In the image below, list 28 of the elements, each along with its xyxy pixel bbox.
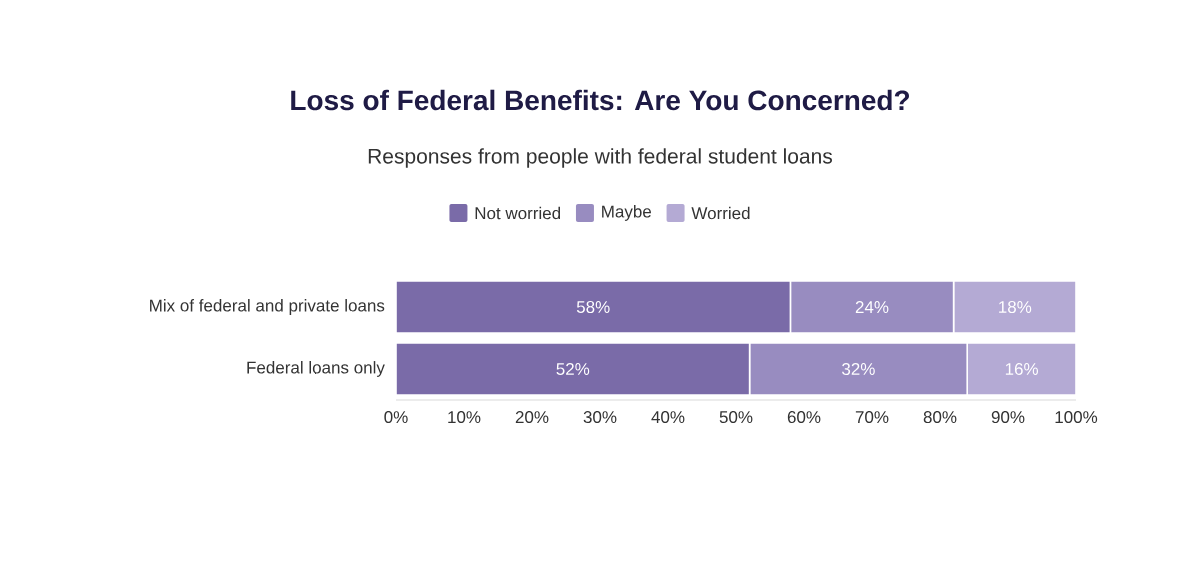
y-tick-label: Federal loans only <box>247 361 385 377</box>
x-tick-label: 30% <box>583 411 617 424</box>
data-label: 18% <box>999 301 1032 314</box>
data-label: 24% <box>855 301 889 313</box>
chart-title: Loss of Federal Benefits: Are You Concerned? <box>291 89 910 111</box>
data-label: 16% <box>1005 363 1039 376</box>
y-tick-label: Mix of federal and private loans <box>150 299 385 315</box>
x-tick-label: 60% <box>787 411 821 424</box>
x-tick-label: 20% <box>515 411 549 424</box>
data-label: 52% <box>556 363 590 376</box>
legend-label: Not worried <box>475 206 561 220</box>
x-tick-label: 40% <box>651 411 685 424</box>
x-tick-label: 50% <box>719 411 753 424</box>
chart-subtitle: Responses from people with federal student loans <box>368 148 833 168</box>
legend-label: Maybe <box>602 205 651 221</box>
bar <box>966 342 1076 396</box>
x-tick-label: 100% <box>1055 411 1098 424</box>
legend-label: Worried <box>691 206 750 220</box>
x-tick-label: 10% <box>448 411 481 424</box>
x-tick-label: 70% <box>855 411 889 424</box>
x-tick-label: 0% <box>384 411 408 424</box>
bar <box>952 280 1076 334</box>
bar <box>396 280 792 334</box>
data-label: 32% <box>842 363 875 376</box>
x-tick-label: 80% <box>923 411 957 424</box>
bar <box>396 342 751 396</box>
x-tick-label: 90% <box>991 411 1025 424</box>
data-label: 58% <box>576 301 610 314</box>
